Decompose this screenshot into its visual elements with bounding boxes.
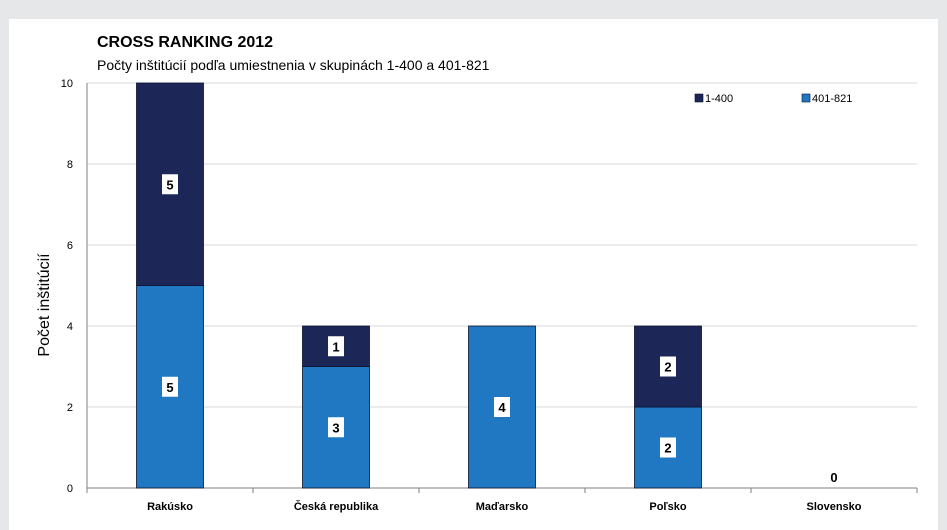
y-axis-label: Počet inštitúcií: [36, 253, 53, 357]
data-label: 2: [664, 441, 671, 456]
chart-subtitle: Počty inštitúcií podľa umiestnenia v sku…: [97, 57, 490, 73]
chart-svg: CROSS RANKING 2012 Počty inštitúcií podľ…: [36, 34, 918, 513]
data-label: 1: [332, 339, 339, 354]
data-label-box: [660, 356, 676, 377]
x-tick-label: Slovensko: [806, 501, 861, 513]
legend-swatch: [801, 93, 811, 103]
x-tick-label: Česká republika: [294, 500, 379, 513]
data-label-box: [162, 376, 178, 397]
y-tick-label: 0: [67, 483, 73, 495]
legend: 1-400 401-821: [694, 93, 852, 105]
x-axis-ticks: Rakúsko Česká republika Maďarsko Poľsko Slov…: [86, 488, 918, 513]
x-tick-label: Poľsko: [649, 501, 687, 513]
data-label-box: [162, 174, 178, 195]
data-label-box: [494, 397, 510, 417]
legend-swatch: [694, 93, 704, 103]
bars: 5 5 3 1 4 2 2 0: [136, 82, 838, 489]
chart-panel: CROSS RANKING 2012 Počty inštitúcií podľ…: [9, 19, 938, 530]
annotation-label: 0: [830, 470, 837, 485]
x-tick-label: Maďarsko: [476, 501, 529, 513]
legend-label: 1-400: [705, 93, 733, 105]
chart-title: CROSS RANKING 2012: [97, 34, 273, 51]
data-label: 3: [332, 420, 339, 435]
data-label-box: [328, 417, 344, 438]
y-tick-label: 8: [67, 159, 73, 171]
data-label: 5: [166, 380, 173, 395]
y-axis-ticks: 0 2 4 6 8 10: [61, 78, 73, 495]
data-label-box: [328, 336, 344, 357]
x-tick-label: Rakúsko: [147, 501, 193, 513]
y-tick-label: 4: [67, 321, 73, 333]
data-label: 5: [166, 177, 173, 192]
y-tick-label: 2: [67, 402, 73, 414]
data-label-box: [660, 437, 676, 458]
y-tick-label: 10: [61, 78, 73, 90]
data-label: 2: [664, 360, 671, 375]
legend-label: 401-821: [812, 93, 852, 105]
y-tick-label: 6: [67, 240, 73, 252]
data-label: 4: [498, 400, 506, 415]
